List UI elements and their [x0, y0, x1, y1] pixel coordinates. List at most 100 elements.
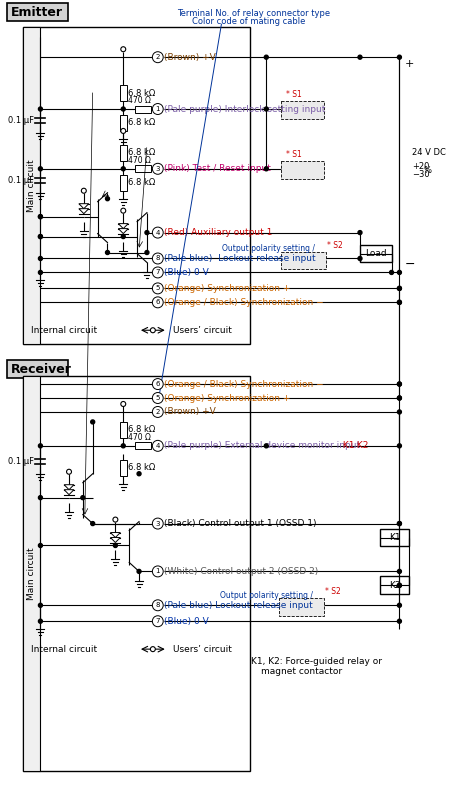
Bar	[379, 576, 409, 594]
Circle shape	[264, 444, 268, 448]
Circle shape	[397, 382, 401, 386]
Text: (Orange) Synchronization +: (Orange) Synchronization +	[163, 284, 290, 293]
Bar	[119, 174, 126, 190]
Circle shape	[397, 583, 401, 587]
Text: Load: Load	[364, 249, 386, 258]
Text: 5: 5	[155, 395, 160, 401]
Circle shape	[152, 440, 163, 451]
Text: K1: K1	[388, 533, 399, 542]
Bar	[379, 529, 409, 546]
Bar	[22, 27, 40, 344]
Circle shape	[81, 496, 84, 500]
Text: K2: K2	[388, 581, 399, 590]
Circle shape	[397, 286, 401, 290]
Bar	[22, 27, 249, 344]
Circle shape	[39, 603, 42, 607]
Circle shape	[397, 382, 401, 386]
Polygon shape	[118, 229, 128, 234]
Polygon shape	[78, 209, 89, 214]
Circle shape	[145, 250, 149, 254]
Circle shape	[264, 55, 268, 59]
Text: 2: 2	[155, 54, 160, 60]
FancyBboxPatch shape	[7, 3, 68, 22]
Text: * S1: * S1	[285, 90, 301, 99]
Circle shape	[389, 270, 392, 274]
Text: (Red) Auxiliary output 1: (Red) Auxiliary output 1	[163, 228, 271, 237]
Text: 6.8 kΩ: 6.8 kΩ	[128, 426, 155, 434]
Polygon shape	[110, 538, 120, 542]
Text: Receiver: Receiver	[11, 362, 72, 376]
Text: 0.1 μF: 0.1 μF	[7, 458, 34, 466]
Text: 6: 6	[155, 299, 160, 306]
Circle shape	[152, 566, 163, 577]
Circle shape	[152, 378, 163, 390]
Text: 8: 8	[155, 255, 160, 262]
Text: Terminal No. of relay connector type: Terminal No. of relay connector type	[177, 9, 330, 18]
Text: 4: 4	[155, 230, 160, 235]
Text: (Orange / Black) Synchronization −: (Orange / Black) Synchronization −	[163, 379, 323, 389]
Circle shape	[121, 444, 125, 448]
Circle shape	[357, 230, 361, 234]
Text: (Pale blue)  Lockout release input: (Pale blue) Lockout release input	[163, 254, 315, 263]
Circle shape	[39, 234, 42, 238]
Circle shape	[397, 410, 401, 414]
Circle shape	[152, 267, 163, 278]
Text: 1: 1	[155, 106, 160, 112]
Text: * S2: * S2	[327, 241, 342, 250]
FancyBboxPatch shape	[7, 360, 68, 378]
Bar	[119, 145, 126, 161]
Text: 24 V DC: 24 V DC	[411, 148, 445, 158]
Text: 0.1 μF: 0.1 μF	[7, 176, 34, 186]
Bar	[22, 376, 40, 770]
Text: (Pale purple) Interlock setting input: (Pale purple) Interlock setting input	[163, 105, 325, 114]
Polygon shape	[110, 533, 120, 538]
Circle shape	[397, 286, 401, 290]
Circle shape	[152, 518, 163, 529]
Bar	[135, 106, 151, 113]
Text: (Pink) Test / Reset input: (Pink) Test / Reset input	[163, 164, 270, 174]
Text: 6.8 kΩ: 6.8 kΩ	[128, 463, 155, 472]
Circle shape	[39, 257, 42, 261]
Circle shape	[152, 393, 163, 403]
Circle shape	[152, 616, 163, 626]
Circle shape	[105, 197, 109, 201]
Circle shape	[152, 600, 163, 610]
Text: Output polarity setting /: Output polarity setting /	[221, 244, 314, 253]
Bar	[280, 101, 324, 119]
Circle shape	[152, 297, 163, 308]
Bar	[279, 598, 324, 616]
Text: Main circuit: Main circuit	[27, 159, 36, 212]
Text: K1, K2: Force-guided relay or: K1, K2: Force-guided relay or	[251, 657, 381, 666]
Text: Output polarity setting /: Output polarity setting /	[219, 591, 312, 600]
Circle shape	[152, 227, 163, 238]
Circle shape	[264, 107, 268, 111]
Circle shape	[121, 167, 125, 170]
Circle shape	[39, 619, 42, 623]
Circle shape	[397, 270, 401, 274]
Circle shape	[397, 522, 401, 526]
Bar	[22, 376, 249, 770]
Bar	[359, 245, 391, 262]
Bar	[280, 161, 324, 178]
Polygon shape	[78, 204, 89, 209]
Circle shape	[145, 230, 149, 234]
Text: 1: 1	[155, 569, 160, 574]
Text: (Pale blue) Lockout release input: (Pale blue) Lockout release input	[163, 601, 312, 610]
Text: K2: K2	[353, 442, 368, 450]
Bar	[119, 422, 126, 438]
Text: (Brown) +V: (Brown) +V	[163, 407, 215, 417]
Circle shape	[113, 543, 117, 547]
Text: (Black) Control output 1 (OSSD 1): (Black) Control output 1 (OSSD 1)	[163, 519, 315, 528]
Circle shape	[152, 406, 163, 418]
Text: 6.8 kΩ: 6.8 kΩ	[128, 178, 155, 187]
Circle shape	[397, 619, 401, 623]
Circle shape	[39, 444, 42, 448]
Text: 7: 7	[155, 618, 160, 624]
Text: +20: +20	[411, 162, 429, 171]
Text: 2: 2	[155, 409, 160, 415]
Circle shape	[397, 603, 401, 607]
Polygon shape	[118, 224, 128, 229]
Text: 470 Ω: 470 Ω	[127, 156, 150, 165]
Circle shape	[397, 300, 401, 304]
Text: (Pale purple) External device monitor input: (Pale purple) External device monitor in…	[163, 442, 359, 450]
